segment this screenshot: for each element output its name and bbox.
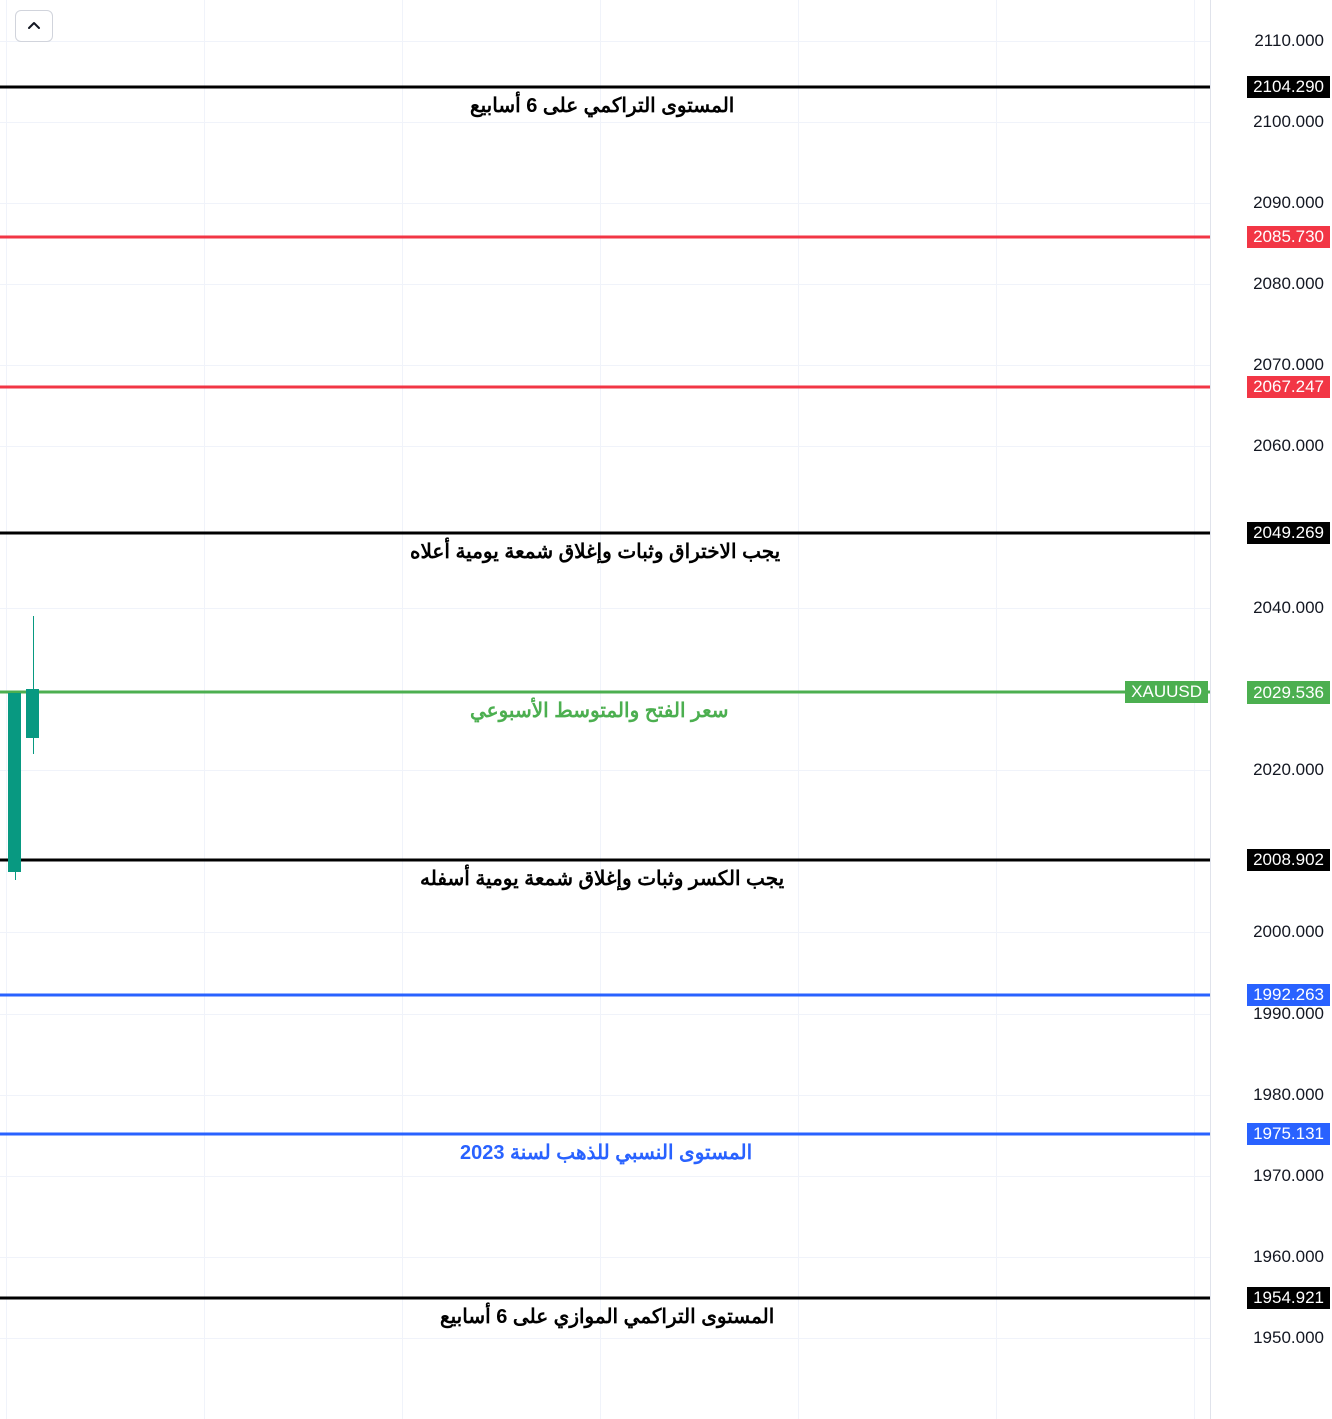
price-level-label: 1975.131	[1247, 1123, 1330, 1145]
grid-horizontal	[0, 41, 1210, 42]
price-level-label: 2049.269	[1247, 522, 1330, 544]
horizontal-level-line[interactable]	[0, 691, 1210, 694]
horizontal-level-line[interactable]	[0, 1297, 1210, 1300]
y-axis-tick-label: 2110.000	[1254, 31, 1324, 51]
level-annotation-text[interactable]: سعر الفتح والمتوسط الأسبوعي	[470, 698, 729, 723]
grid-vertical	[6, 0, 7, 1419]
grid-horizontal	[0, 365, 1210, 366]
price-level-label: 1992.263	[1247, 984, 1330, 1006]
y-axis-tick-label: 2100.000	[1253, 112, 1324, 132]
grid-vertical	[1194, 0, 1195, 1419]
chevron-up-icon	[26, 18, 42, 34]
y-axis-tick-label: 1950.000	[1253, 1328, 1324, 1348]
grid-horizontal	[0, 1095, 1210, 1096]
grid-horizontal	[0, 122, 1210, 123]
horizontal-level-line[interactable]	[0, 85, 1210, 88]
grid-vertical	[798, 0, 799, 1419]
y-axis-tick-label: 2020.000	[1253, 760, 1324, 780]
grid-horizontal	[0, 1014, 1210, 1015]
y-axis-tick-label: 1990.000	[1253, 1004, 1324, 1024]
grid-horizontal	[0, 1176, 1210, 1177]
horizontal-level-line[interactable]	[0, 994, 1210, 997]
grid-horizontal	[0, 1338, 1210, 1339]
y-axis-tick-label: 1970.000	[1253, 1166, 1324, 1186]
horizontal-level-line[interactable]	[0, 531, 1210, 534]
horizontal-level-line[interactable]	[0, 386, 1210, 389]
y-axis-tick-label: 2080.000	[1253, 274, 1324, 294]
price-level-label: 2029.536	[1247, 682, 1330, 704]
candle-body[interactable]	[26, 689, 39, 738]
grid-vertical	[402, 0, 403, 1419]
horizontal-level-line[interactable]	[0, 859, 1210, 862]
y-axis-tick-label: 2060.000	[1253, 436, 1324, 456]
grid-horizontal	[0, 932, 1210, 933]
y-axis-tick-label: 1960.000	[1253, 1247, 1324, 1267]
y-axis-tick-label: 2000.000	[1253, 922, 1324, 942]
grid-horizontal	[0, 446, 1210, 447]
y-axis-tick-label: 2090.000	[1253, 193, 1324, 213]
y-axis-tick-label: 2070.000	[1253, 355, 1324, 375]
price-level-label: 2008.902	[1247, 849, 1330, 871]
symbol-tag: XAUUSD	[1125, 681, 1208, 703]
grid-vertical	[204, 0, 205, 1419]
collapse-button[interactable]	[15, 10, 53, 42]
price-level-label: 2085.730	[1247, 226, 1330, 248]
level-annotation-text[interactable]: المستوى التراكمي الموازي على 6 أسابيع	[440, 1304, 774, 1329]
y-axis-tick-label: 2040.000	[1253, 598, 1324, 618]
price-level-label: 2067.247	[1247, 376, 1330, 398]
chart-plot-area[interactable]: المستوى التراكمي على 6 أسابيع يجب الاخترا…	[0, 0, 1210, 1419]
grid-horizontal	[0, 770, 1210, 771]
grid-horizontal	[0, 203, 1210, 204]
level-annotation-text[interactable]: المستوى النسبي للذهب لسنة 2023	[460, 1140, 752, 1165]
grid-vertical	[996, 0, 997, 1419]
level-annotation-text[interactable]: يجب الاختراق وثبات وإغلاق شمعة يومية أعل…	[410, 539, 780, 564]
grid-horizontal	[0, 608, 1210, 609]
chart-container: المستوى التراكمي على 6 أسابيع يجب الاخترا…	[0, 0, 1332, 1419]
y-axis[interactable]: 2110.000 2100.000 2090.000 2080.000 2070.000…	[1210, 0, 1332, 1419]
price-level-label: 2104.290	[1247, 76, 1330, 98]
y-axis-tick-label: 1980.000	[1253, 1085, 1324, 1105]
grid-horizontal	[0, 1257, 1210, 1258]
level-annotation-text[interactable]: المستوى التراكمي على 6 أسابيع	[470, 93, 734, 118]
horizontal-level-line[interactable]	[0, 236, 1210, 239]
horizontal-level-line[interactable]	[0, 1133, 1210, 1136]
price-level-label: 1954.921	[1247, 1287, 1330, 1309]
candle-body[interactable]	[8, 693, 21, 871]
grid-horizontal	[0, 284, 1210, 285]
level-annotation-text[interactable]: يجب الكسر وثبات وإغلاق شمعة يومية أسفله	[420, 866, 784, 891]
